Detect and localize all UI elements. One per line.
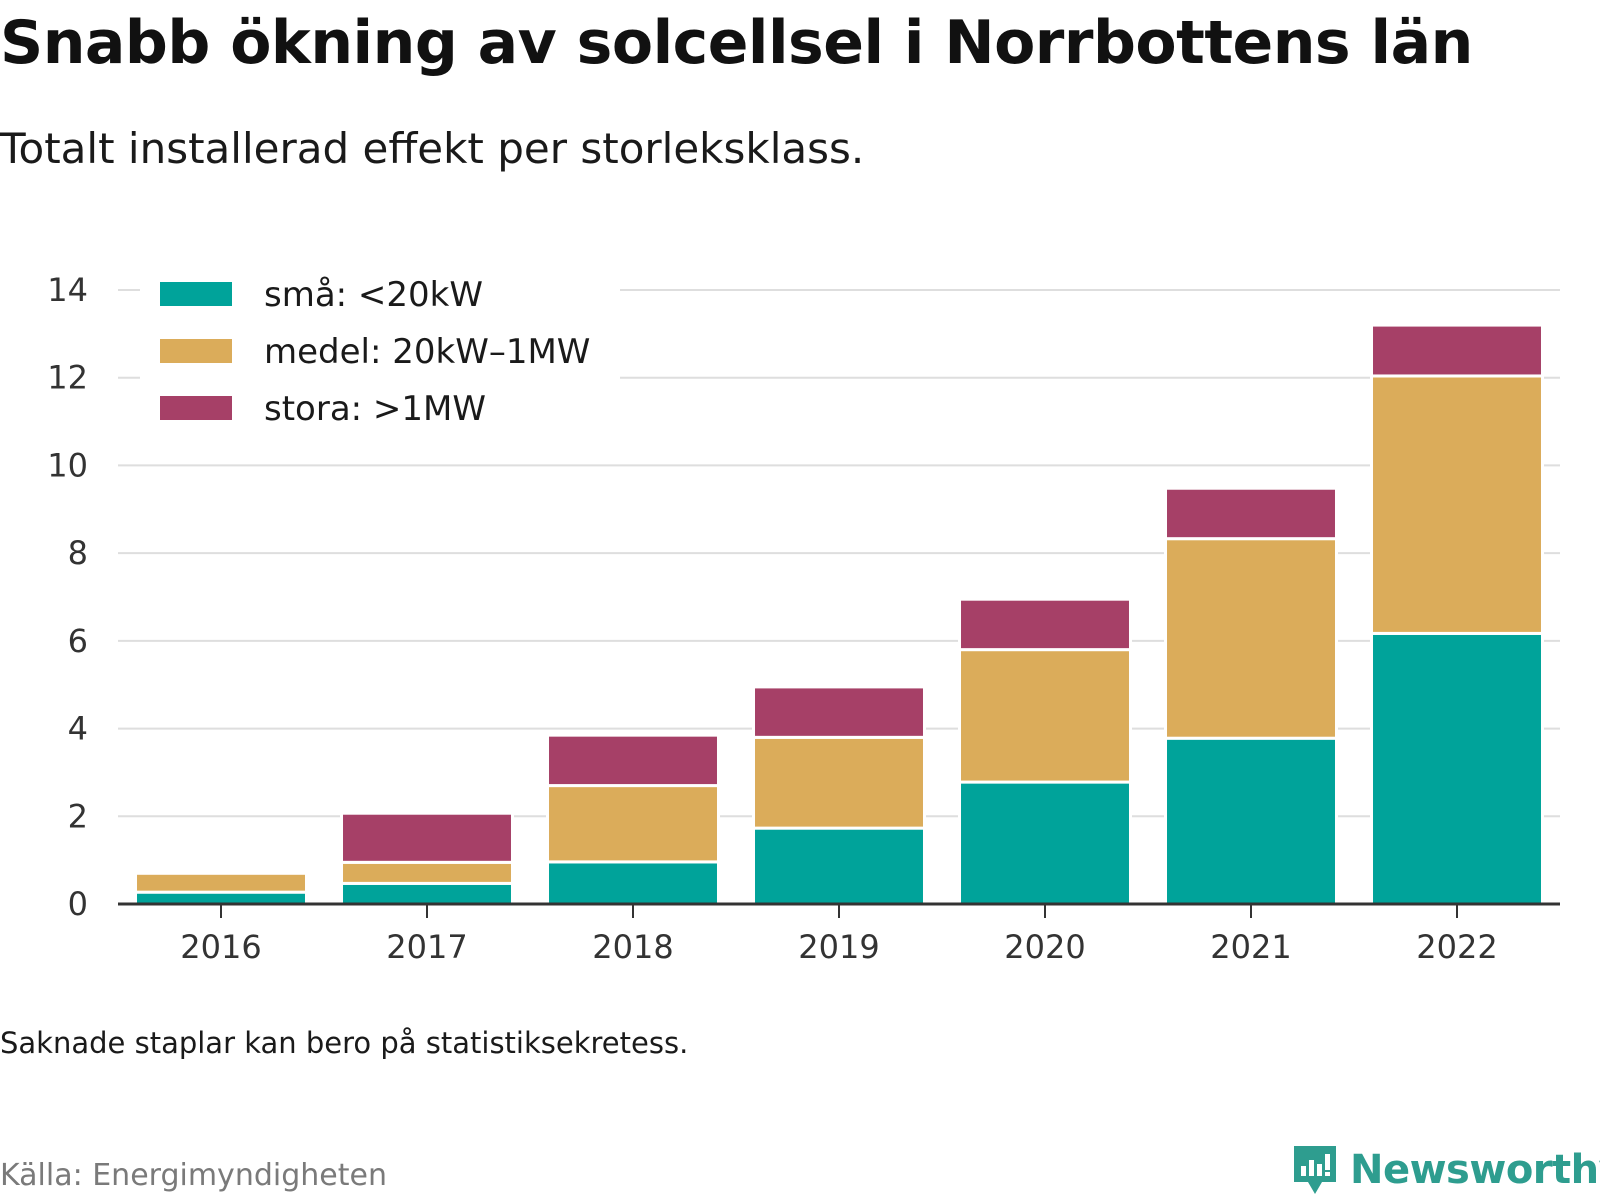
legend-entry-label: stora: >1MW	[264, 389, 486, 429]
y-tick-label: 12	[47, 359, 88, 397]
bar-segment-2017-0	[340, 881, 514, 906]
x-tick-label: 2019	[798, 928, 879, 966]
brand-name: Newsworthy	[1350, 1147, 1600, 1193]
bar-segment-2016-0	[134, 890, 308, 906]
bar-segment-2021-1	[1164, 537, 1338, 740]
y-tick-label: 2	[68, 797, 88, 835]
bar-segment-2021-2	[1164, 486, 1338, 541]
y-tick-label: 8	[68, 534, 88, 572]
y-tick-label: 10	[47, 446, 88, 484]
y-tick-label: 0	[68, 885, 88, 923]
footnote: Saknade staplar kan bero på statistiksek…	[0, 1026, 689, 1060]
legend-swatch	[160, 282, 232, 306]
legend-swatch	[160, 339, 232, 363]
newsworthy-logo-icon	[1294, 1146, 1336, 1194]
bar-segment-2018-0	[546, 860, 720, 906]
bar-segment-2019-1	[752, 735, 926, 830]
bar-segments	[134, 323, 1544, 906]
bar-segment-2018-1	[546, 784, 720, 864]
bar-segment-2019-2	[752, 685, 926, 739]
bar-segment-2022-2	[1370, 323, 1544, 378]
legend: små: <20kW medel: 20kW–1MW stora: >1MW	[140, 272, 620, 442]
bar-segment-2021-0	[1164, 736, 1338, 906]
bar-segment-2020-0	[958, 780, 1132, 906]
bar-segment-2022-1	[1370, 374, 1544, 635]
x-tick-label: 2017	[386, 928, 467, 966]
axes: 0 2 4 6 8 10 12 14 2016 2017 2018 2019 2020 2021 2022	[47, 271, 1560, 966]
x-tick-label: 2018	[592, 928, 673, 966]
source-credit: Källa: Energimyndigheten	[0, 1158, 387, 1193]
bar-segment-2020-1	[958, 648, 1132, 784]
chart-title: Snabb ökning av solcellsel i Norrbottens…	[0, 8, 1473, 78]
bar-segment-2017-1	[340, 860, 514, 885]
legend-entry-label: små: <20kW	[264, 275, 483, 315]
bar-segment-2022-0	[1370, 631, 1544, 906]
legend-swatch	[160, 396, 232, 420]
chart-subtitle: Totalt installerad effekt per storlekskl…	[0, 124, 865, 173]
x-tick-label: 2021	[1210, 928, 1291, 966]
y-tick-label: 6	[68, 622, 88, 660]
x-tick-label: 2020	[1004, 928, 1085, 966]
y-tick-label: 14	[47, 271, 88, 309]
legend-entry-label: medel: 20kW–1MW	[264, 332, 590, 372]
bar-segment-2017-2	[340, 811, 514, 864]
x-tick-label: 2022	[1416, 928, 1497, 966]
brand-logo: Newsworthy	[1290, 1142, 1600, 1198]
bar-segment-2016-1	[134, 871, 308, 894]
y-tick-label: 4	[68, 710, 88, 748]
bar-segment-2020-2	[958, 597, 1132, 652]
bar-segment-2019-0	[752, 826, 926, 906]
x-tick-label: 2016	[180, 928, 261, 966]
bar-segment-2018-2	[546, 733, 720, 788]
